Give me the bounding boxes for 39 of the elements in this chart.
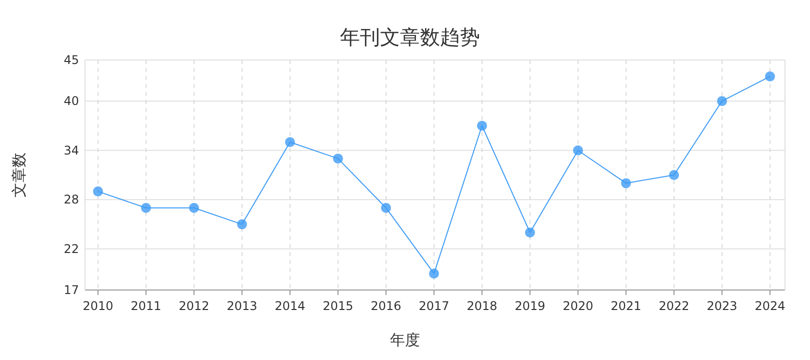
y-axis-title: 文章数 bbox=[10, 152, 28, 198]
x-tick-label: 2022 bbox=[658, 299, 690, 313]
y-tick-label: 17 bbox=[64, 283, 79, 297]
x-tick-label: 2011 bbox=[130, 299, 162, 313]
x-tick-label: 2020 bbox=[562, 299, 594, 313]
point bbox=[381, 202, 391, 213]
y-tick-label: 22 bbox=[64, 242, 79, 256]
point bbox=[93, 186, 103, 196]
x-tick-label: 2016 bbox=[370, 299, 402, 313]
point bbox=[285, 137, 295, 148]
x-tick-label: 2012 bbox=[178, 299, 210, 313]
point bbox=[477, 120, 487, 131]
x-tick-label: 2021 bbox=[610, 299, 642, 313]
x-tick-label: 2013 bbox=[226, 299, 258, 313]
x-tick-label: 2017 bbox=[418, 299, 450, 313]
x-tick-label: 2024 bbox=[754, 299, 786, 313]
point bbox=[621, 178, 631, 188]
x-tick-label: 2018 bbox=[466, 299, 498, 313]
x-tick-label: 2019 bbox=[514, 299, 546, 313]
y-tick-label: 28 bbox=[64, 192, 79, 207]
y-tick-label: 34 bbox=[64, 143, 79, 158]
point bbox=[525, 228, 535, 238]
point bbox=[717, 96, 727, 106]
x-tick-label: 2010 bbox=[82, 299, 114, 313]
point bbox=[333, 154, 343, 164]
point bbox=[237, 219, 247, 230]
point bbox=[765, 71, 775, 82]
point bbox=[429, 268, 439, 279]
y-tick-label: 45 bbox=[64, 53, 79, 67]
chart-title: 年刊文章数趋势 bbox=[340, 25, 480, 49]
y-tick-label: 40 bbox=[64, 94, 79, 108]
point bbox=[141, 202, 151, 213]
point bbox=[669, 170, 679, 180]
x-axis-title: 年度 bbox=[390, 331, 420, 349]
x-tick-label: 2014 bbox=[274, 299, 306, 313]
point bbox=[573, 145, 583, 156]
x-tick-label: 2023 bbox=[706, 299, 738, 313]
point bbox=[189, 202, 199, 213]
x-tick-label: 2015 bbox=[322, 299, 354, 313]
